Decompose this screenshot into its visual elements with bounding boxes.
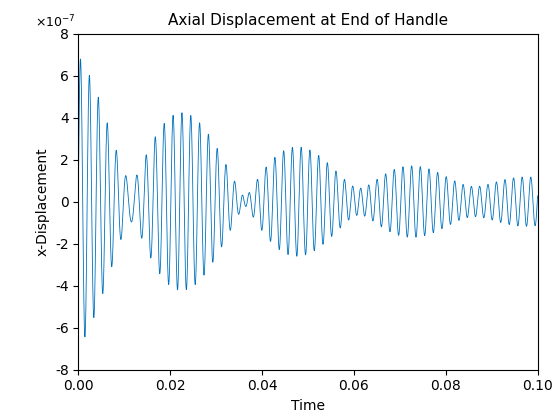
X-axis label: Time: Time [291, 399, 325, 413]
Title: Axial Displacement at End of Handle: Axial Displacement at End of Handle [168, 13, 448, 28]
Text: $\times10^{-7}$: $\times10^{-7}$ [35, 13, 76, 30]
Y-axis label: x-Displacement: x-Displacement [35, 147, 49, 256]
